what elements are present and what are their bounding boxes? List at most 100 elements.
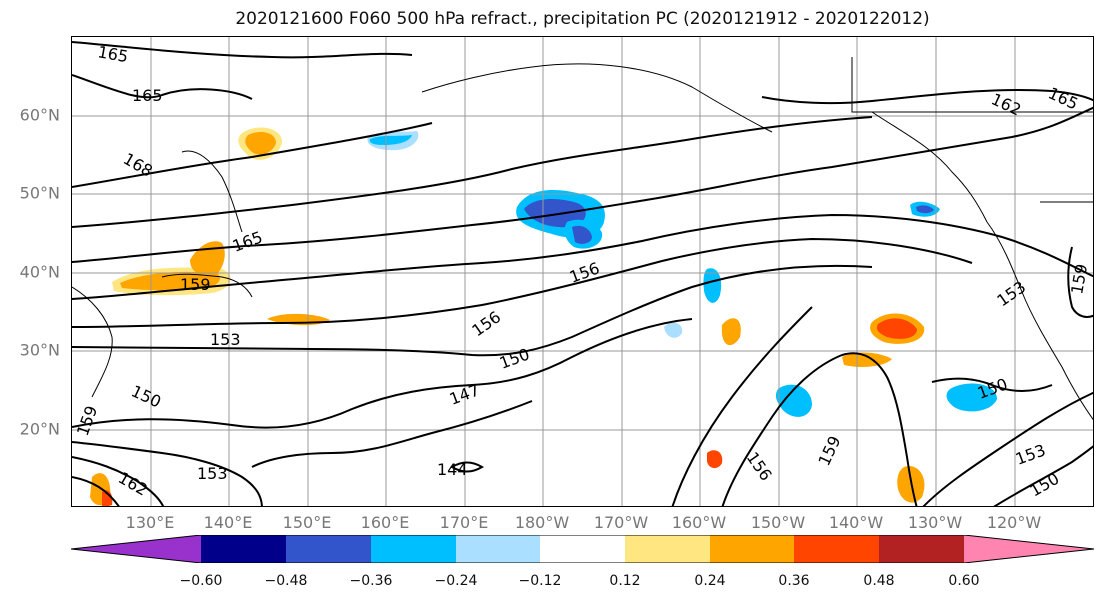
contour-label: 153 bbox=[1013, 440, 1048, 468]
contour-line bbox=[72, 456, 165, 506]
contour-label: 153 bbox=[210, 330, 241, 349]
lat-lon-grid bbox=[72, 37, 1093, 506]
contour-line bbox=[761, 88, 1093, 105]
precip-patch bbox=[842, 352, 892, 367]
lon-label: 140°E bbox=[203, 513, 253, 532]
precip-patch bbox=[916, 205, 934, 214]
lon-label: 150°E bbox=[282, 513, 332, 532]
contour-line bbox=[993, 445, 1093, 506]
contour-line bbox=[72, 213, 1093, 300]
precip-patch bbox=[120, 271, 220, 291]
contour-line bbox=[72, 318, 693, 429]
canada-border bbox=[851, 57, 1093, 113]
contour-line bbox=[72, 41, 413, 59]
colorbar-segment bbox=[286, 535, 371, 563]
precip-patch bbox=[721, 318, 741, 346]
contour-label: 156 bbox=[468, 307, 504, 340]
contour-label: 153 bbox=[197, 464, 228, 483]
contour-line bbox=[72, 476, 120, 506]
contour-line bbox=[72, 74, 253, 100]
contour-line bbox=[721, 352, 918, 506]
lon-label: 130°E bbox=[125, 513, 175, 532]
japan-coast bbox=[161, 273, 253, 298]
lon-label: 170°W bbox=[593, 513, 649, 532]
precip-patch bbox=[572, 225, 592, 244]
lon-label: 180°W bbox=[514, 513, 570, 532]
precip-patch bbox=[876, 318, 917, 339]
colorbar-segment bbox=[371, 535, 456, 563]
colorbar-tick: −0.60 bbox=[179, 573, 223, 589]
contour-label: 165 bbox=[1045, 83, 1081, 113]
contour-line bbox=[450, 461, 484, 473]
chart-title: 2020121600 F060 500 hPa refract., precip… bbox=[235, 9, 930, 29]
lon-label: 160°W bbox=[671, 513, 727, 532]
map-panel: 165 165 168 165 159 153 156 156 150 147 … bbox=[71, 36, 1094, 507]
contour-label: 144 bbox=[437, 460, 468, 479]
colorbar-tick: −0.36 bbox=[349, 573, 393, 589]
contour-line bbox=[251, 400, 533, 468]
contour-line bbox=[671, 306, 813, 506]
contour-label: 150 bbox=[497, 344, 532, 372]
colorbar-tick: 0.12 bbox=[609, 573, 641, 589]
precip-patch bbox=[524, 199, 586, 228]
contour-label: 165 bbox=[230, 227, 265, 255]
colorbar-outline bbox=[71, 535, 1095, 563]
coastlines bbox=[72, 57, 1093, 421]
colorbar-segment bbox=[625, 535, 710, 563]
colorbar-tick: −0.24 bbox=[434, 573, 478, 589]
contour-line bbox=[72, 122, 433, 188]
colorbar-tick: 0.60 bbox=[948, 573, 980, 589]
contour-label: 150 bbox=[1027, 469, 1063, 501]
precip-patch bbox=[775, 384, 812, 417]
colorbar-segment bbox=[540, 535, 625, 563]
china-coast bbox=[72, 286, 113, 398]
colorbar-extend-high bbox=[964, 535, 1094, 563]
colorbar bbox=[71, 535, 1095, 563]
alaska-coast bbox=[421, 63, 773, 133]
colorbar-segment bbox=[710, 535, 794, 563]
alaska-panhandle bbox=[871, 111, 988, 223]
lat-label-20n: 20°N bbox=[19, 419, 60, 439]
colorbar-segment bbox=[794, 535, 879, 563]
contour-line bbox=[72, 264, 873, 357]
contour-line bbox=[931, 377, 1053, 392]
precip-patch bbox=[703, 268, 722, 303]
contour-line bbox=[72, 237, 973, 328]
lon-label: 140°W bbox=[828, 513, 884, 532]
lat-label-60n: 60°N bbox=[19, 105, 60, 125]
contour-line bbox=[72, 441, 263, 506]
contour-label: 165 bbox=[96, 42, 129, 66]
contour-line bbox=[72, 106, 1093, 263]
precip-patch bbox=[102, 490, 113, 506]
precip-patch bbox=[245, 131, 276, 155]
contour-label: 150 bbox=[975, 374, 1010, 402]
colorbar-segment bbox=[456, 535, 540, 563]
lat-label-50n: 50°N bbox=[19, 183, 60, 203]
colorbar-tick: 0.36 bbox=[778, 573, 810, 589]
colorbar-segment bbox=[879, 535, 964, 563]
contour-line bbox=[1067, 246, 1093, 318]
lon-label: 160°E bbox=[360, 513, 410, 532]
colorbar-tick: −0.48 bbox=[264, 573, 308, 589]
precip-patch bbox=[707, 450, 723, 469]
precip-patch bbox=[664, 322, 683, 338]
precip-patch bbox=[946, 383, 997, 412]
lat-label-40n: 40°N bbox=[19, 262, 60, 282]
lon-label: 120°W bbox=[986, 513, 1042, 532]
contour-line bbox=[72, 116, 873, 228]
contour-label: 159 bbox=[814, 433, 844, 469]
lat-label-30n: 30°N bbox=[19, 340, 60, 360]
contour-label: 165 bbox=[132, 86, 163, 105]
colorbar-tick: 0.48 bbox=[863, 573, 895, 589]
contour-label: 150 bbox=[128, 381, 164, 411]
contour-label: 153 bbox=[993, 277, 1029, 310]
contour-label: 159 bbox=[180, 275, 211, 294]
contour-label: 162 bbox=[988, 89, 1024, 119]
kamchatka-coast bbox=[181, 150, 243, 233]
contour-label: 156 bbox=[567, 258, 602, 286]
colorbar-segment bbox=[201, 535, 286, 563]
contour-label: 159 bbox=[73, 403, 101, 438]
map-canvas: 165 165 168 165 159 153 156 156 150 147 … bbox=[72, 37, 1093, 506]
lon-label: 130°W bbox=[907, 513, 963, 532]
contour-line bbox=[922, 391, 1093, 506]
